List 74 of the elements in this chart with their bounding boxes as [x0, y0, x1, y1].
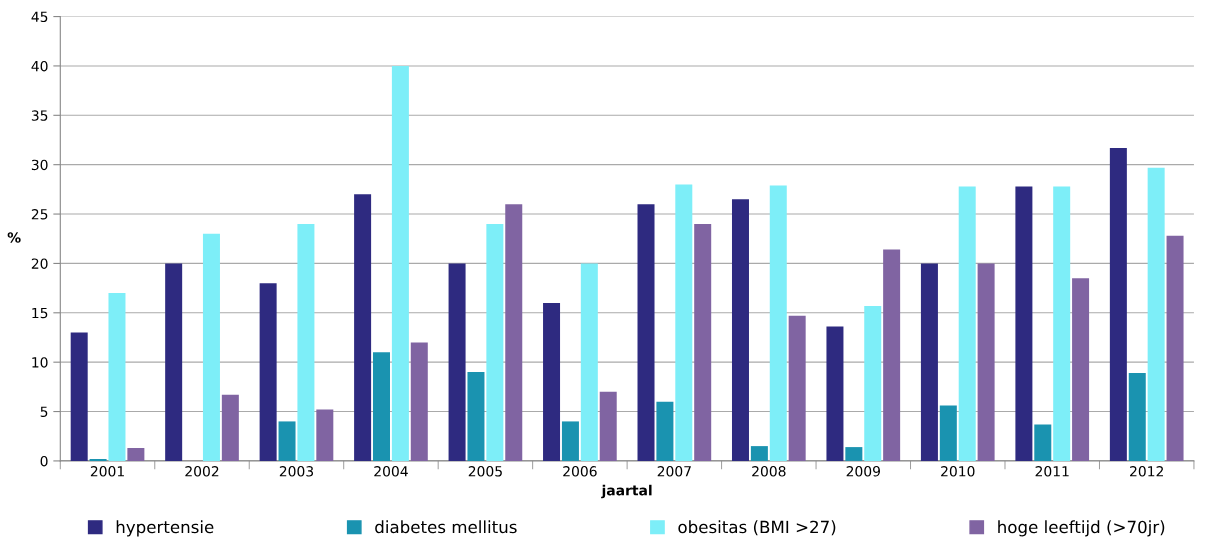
bar [354, 194, 372, 461]
legend-label: obesitas (BMI >27) [678, 520, 836, 536]
y-tick-label: 0 [40, 455, 48, 467]
legend-label: hoge leeftijd (>70jr) [998, 520, 1165, 537]
y-tick-label: 20 [31, 258, 48, 269]
bar [580, 263, 598, 461]
bar [70, 332, 88, 461]
bar [486, 223, 504, 461]
bar [1109, 147, 1127, 461]
x-tick-label: 2011 [1035, 466, 1069, 477]
bar [675, 184, 693, 461]
bar [297, 223, 315, 461]
bar [259, 283, 277, 461]
y-tick-label: 45 [31, 11, 48, 23]
bar [1072, 278, 1090, 461]
bar [826, 326, 844, 461]
bar [864, 305, 882, 461]
bar [448, 263, 466, 461]
y-tick-label: 5 [40, 406, 48, 418]
bar [731, 199, 749, 461]
bar [845, 447, 863, 461]
bar [1053, 186, 1071, 461]
bar [278, 421, 296, 461]
legend-label: diabetes mellitus [375, 520, 517, 534]
bar [467, 372, 485, 461]
y-tick-label: 10 [32, 357, 48, 368]
y-tick-label: 30 [31, 159, 48, 171]
x-tick-label: 2010 [941, 466, 975, 477]
y-tick-label: 35 [31, 110, 48, 121]
x-tick-label: 2001 [90, 466, 124, 477]
bar [165, 263, 183, 461]
bar [769, 185, 787, 461]
bar [1166, 235, 1184, 461]
legend-label: hypertensie [116, 520, 214, 537]
y-axis-title: % [7, 232, 21, 243]
bar [316, 409, 334, 461]
bar [202, 233, 220, 461]
bar [958, 186, 976, 461]
bar [1128, 373, 1146, 461]
y-tick-label: 40 [31, 60, 48, 72]
x-tick-label: 2008 [752, 466, 786, 477]
x-tick-label: 2009 [846, 466, 880, 477]
x-tick-label: 2004 [374, 466, 408, 477]
x-tick-label: 2006 [563, 466, 597, 477]
x-tick-label: 2003 [279, 466, 314, 477]
bar [656, 401, 674, 461]
x-tick-label: 2007 [657, 466, 691, 477]
bar [543, 302, 561, 461]
bar [127, 448, 145, 461]
bar [788, 315, 806, 461]
bar [977, 263, 995, 461]
bar [1147, 167, 1165, 461]
x-tick-label: 2005 [468, 466, 502, 477]
bar [939, 405, 957, 461]
bar [391, 65, 409, 461]
bar [561, 421, 579, 461]
bar [694, 223, 712, 461]
bar [108, 293, 126, 461]
bar [373, 352, 390, 461]
bar [1015, 186, 1033, 461]
bar [750, 446, 768, 461]
y-tick-label: 15 [32, 307, 48, 319]
y-tick-label: 25 [31, 209, 48, 220]
bar [599, 391, 617, 461]
x-tick-label: 2002 [185, 466, 219, 477]
bar [883, 249, 901, 461]
x-tick-label: 2012 [1130, 466, 1163, 477]
bar [505, 204, 523, 461]
bar [920, 263, 938, 461]
bar [221, 394, 239, 461]
bar [410, 342, 428, 461]
bar [1034, 424, 1052, 461]
bar [637, 204, 655, 461]
x-axis-title: jaartal [601, 484, 652, 499]
